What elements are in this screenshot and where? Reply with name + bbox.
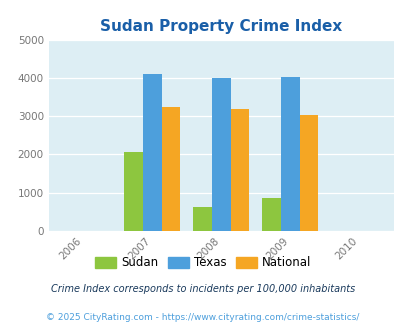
Bar	[143, 74, 161, 231]
Text: Crime Index corresponds to incidents per 100,000 inhabitants: Crime Index corresponds to incidents per…	[51, 284, 354, 294]
Bar	[230, 109, 249, 231]
Bar	[124, 151, 143, 231]
Bar	[211, 78, 230, 231]
Title: Sudan Property Crime Index: Sudan Property Crime Index	[100, 19, 341, 34]
Bar	[161, 107, 180, 231]
Legend: Sudan, Texas, National: Sudan, Texas, National	[90, 252, 315, 274]
Text: © 2025 CityRating.com - https://www.cityrating.com/crime-statistics/: © 2025 CityRating.com - https://www.city…	[46, 313, 359, 322]
Bar	[280, 77, 299, 231]
Bar	[262, 198, 280, 231]
Bar	[299, 115, 318, 231]
Bar	[193, 207, 211, 231]
